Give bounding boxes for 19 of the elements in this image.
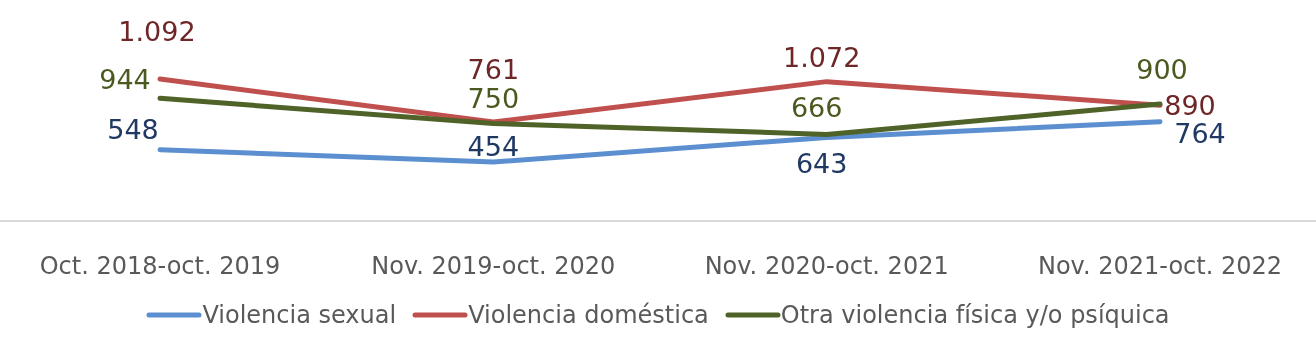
data-label: 750 (467, 83, 520, 114)
data-label: 548 (107, 114, 159, 146)
x-tick-label: Nov. 2019-oct. 2020 (371, 252, 616, 281)
data-label: 1.092 (118, 15, 196, 47)
x-tick-label: Oct. 2018-oct. 2019 (39, 252, 281, 281)
data-label: 1.072 (783, 42, 861, 74)
data-label: 944 (99, 63, 151, 95)
x-tick-label: Nov. 2020-oct. 2021 (704, 252, 949, 281)
legend-label: Violencia sexual (202, 301, 397, 329)
data-label: 454 (467, 131, 520, 163)
data-label: 761 (467, 53, 520, 85)
legend-label: Violencia doméstica (468, 301, 709, 329)
data-label: 666 (790, 91, 843, 123)
data-label: 890 (1164, 89, 1216, 121)
data-label: 900 (1136, 53, 1188, 85)
data-label: 764 (1174, 118, 1226, 150)
data-label: 643 (795, 147, 848, 179)
x-tick-label: Nov. 2021-oct. 2022 (1037, 252, 1283, 281)
legend-label: Otra violencia física y/o psíquica (780, 301, 1170, 329)
